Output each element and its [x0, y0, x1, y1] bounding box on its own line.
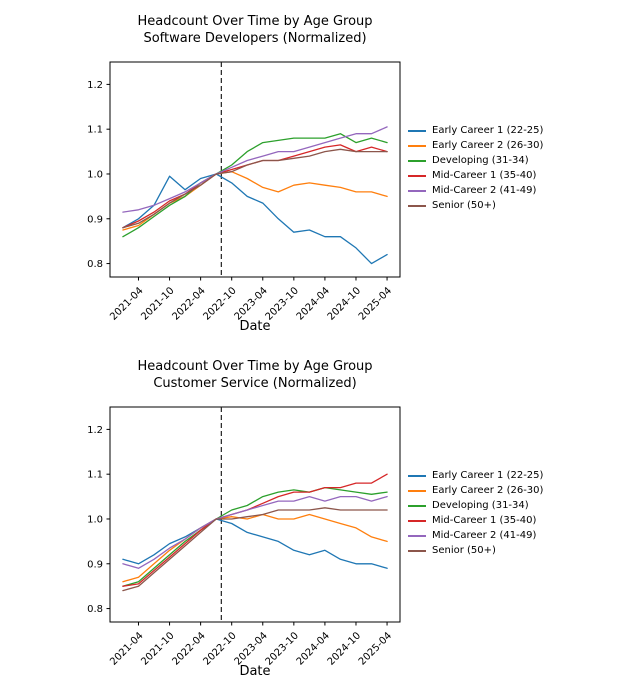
legend-label: Early Career 2 (26-30): [432, 485, 544, 496]
legend-item: Mid-Career 1 (35-40): [408, 168, 543, 183]
chart-title-line2: Software Developers (Normalized): [143, 31, 367, 46]
y-tick-label: 1.2: [87, 425, 103, 436]
x-tick-label: 2024-10: [326, 630, 363, 667]
legend-item: Senior (50+): [408, 198, 543, 213]
legend-line-swatch: [408, 534, 426, 537]
legend-item: Early Career 2 (26-30): [408, 483, 543, 498]
legend-item: Senior (50+): [408, 543, 543, 558]
legend-item: Mid-Career 2 (41-49): [408, 528, 543, 543]
x-tick-label: 2024-04: [295, 630, 332, 667]
x-tick-label: 2022-04: [170, 285, 207, 322]
series-line: [122, 133, 388, 238]
legend: Early Career 1 (22-25) Early Career 2 (26…: [408, 123, 543, 213]
legend-item: Early Career 1 (22-25): [408, 123, 543, 138]
legend-item: Early Career 2 (26-30): [408, 138, 543, 153]
y-tick-label: 0.8: [87, 604, 103, 615]
legend-line-swatch: [408, 204, 426, 207]
x-tick-label: 2021-10: [139, 630, 176, 667]
y-tick-label: 1.0: [87, 169, 103, 180]
legend-item: Developing (31-34): [408, 153, 543, 168]
chart-title-line1: Headcount Over Time by Age Group: [137, 14, 373, 29]
legend-line-swatch: [408, 189, 426, 192]
y-tick-label: 1.0: [87, 514, 103, 525]
chart-title: Headcount Over Time by Age Group Softwar…: [0, 13, 510, 47]
legend-line-swatch: [408, 504, 426, 507]
series-line: [122, 518, 388, 569]
plot-area: 0.8 0.9 1.0 1.1 1.2 2021-04 2021-10 2022-04 2022…: [87, 61, 401, 323]
legend-line-swatch: [408, 129, 426, 132]
x-tick-label: 2023-04: [233, 630, 270, 667]
legend-item: Mid-Career 1 (35-40): [408, 513, 543, 528]
legend-label: Mid-Career 2 (41-49): [432, 530, 537, 541]
legend-line-swatch: [408, 519, 426, 522]
y-tick-label: 0.9: [87, 214, 103, 225]
x-tick-label: 2023-10: [264, 630, 301, 667]
y-tick-label: 1.2: [87, 80, 103, 91]
series-line: [122, 148, 388, 229]
x-tick-label: 2024-04: [295, 285, 332, 322]
series-line: [122, 507, 388, 592]
plot-svg: 0.8 0.9 1.0 1.1 1.2 2021-042021-102022-042022…: [87, 61, 401, 323]
axes-frame: [109, 406, 401, 623]
legend-label: Early Career 1 (22-25): [432, 470, 544, 481]
chart-title-line2: Customer Service (Normalized): [153, 376, 357, 391]
x-tick-label: 2023-04: [233, 285, 270, 322]
legend-item: Mid-Career 2 (41-49): [408, 183, 543, 198]
plot-svg: 0.8 0.9 1.0 1.1 1.2 2021-042021-102022-042022…: [87, 406, 401, 668]
legend-label: Early Career 1 (22-25): [432, 125, 544, 136]
chart-block-customer-service: Headcount Over Time by Age Group Custome…: [0, 345, 621, 690]
x-axis-label: Date: [239, 319, 271, 334]
legend-label: Early Career 2 (26-30): [432, 140, 544, 151]
series-line: [122, 173, 388, 265]
axes-frame: [109, 61, 401, 278]
y-tick-label: 1.1: [87, 125, 103, 136]
chart-title-line1: Headcount Over Time by Age Group: [137, 359, 373, 374]
x-tick-label: 2021-04: [108, 285, 145, 322]
x-tick-label: 2022-10: [201, 630, 238, 667]
y-tick-label: 0.8: [87, 259, 103, 270]
series-line: [122, 486, 388, 587]
legend-line-swatch: [408, 489, 426, 492]
series-line: [122, 171, 388, 231]
series-line: [122, 473, 388, 587]
x-tick-label: 2023-10: [264, 285, 301, 322]
legend-line-swatch: [408, 474, 426, 477]
series-line: [122, 144, 388, 229]
x-tick-label: 2022-04: [170, 630, 207, 667]
legend-label: Mid-Career 2 (41-49): [432, 185, 537, 196]
legend-label: Senior (50+): [432, 200, 496, 211]
legend-line-swatch: [408, 549, 426, 552]
x-tick-label: 2025-04: [357, 285, 394, 322]
x-tick-label: 2021-04: [108, 630, 145, 667]
chart-block-software-developers: Headcount Over Time by Age Group Softwar…: [0, 13, 543, 334]
x-axis-label: Date: [239, 664, 271, 679]
legend-line-swatch: [408, 159, 426, 162]
series-line: [122, 513, 388, 583]
x-tick-label: 2022-10: [201, 285, 238, 322]
chart-title: Headcount Over Time by Age Group Custome…: [0, 358, 510, 392]
series-line: [122, 126, 388, 213]
y-tick-label: 1.1: [87, 470, 103, 481]
legend-line-swatch: [408, 174, 426, 177]
x-tick-label: 2024-10: [326, 285, 363, 322]
series-line: [122, 495, 388, 569]
y-tick-label: 0.9: [87, 559, 103, 570]
legend-label: Mid-Career 1 (35-40): [432, 515, 537, 526]
x-tick-label: 2021-10: [139, 285, 176, 322]
legend-item: Developing (31-34): [408, 498, 543, 513]
legend-item: Early Career 1 (22-25): [408, 468, 543, 483]
plot-area: 0.8 0.9 1.0 1.1 1.2 2021-04 2021-10 2022-04 2022…: [0, 345, 621, 690]
legend-label: Mid-Career 1 (35-40): [432, 170, 537, 181]
legend-line-swatch: [408, 144, 426, 147]
legend-label: Developing (31-34): [432, 500, 529, 511]
legend-label: Senior (50+): [432, 545, 496, 556]
legend: Early Career 1 (22-25) Early Career 2 (26…: [408, 468, 543, 558]
legend-label: Developing (31-34): [432, 155, 529, 166]
x-tick-label: 2025-04: [357, 630, 394, 667]
